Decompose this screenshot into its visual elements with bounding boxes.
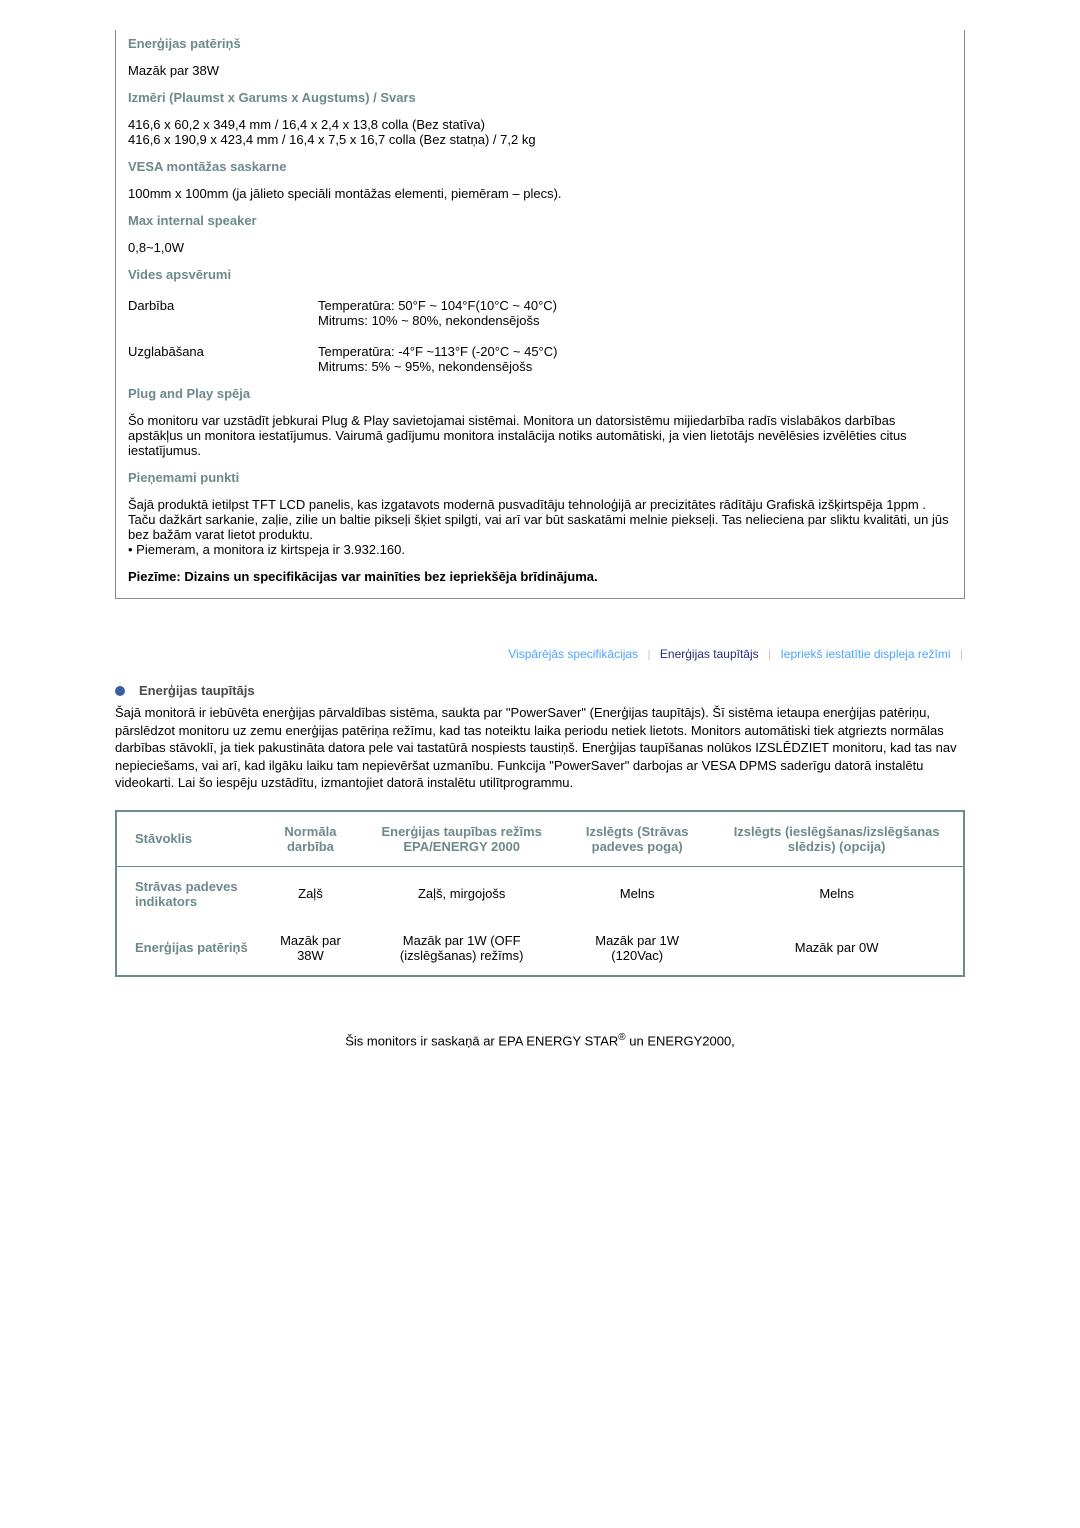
tab-separator: | xyxy=(958,647,965,661)
th-off-switch: Izslēgts (ieslēgšanas/izslēgšanas slēdzi… xyxy=(710,811,964,867)
registered-icon: ® xyxy=(618,1032,625,1043)
row-indicator-off2: Melns xyxy=(710,866,964,921)
th-eco: Enerģijas taupības režīms EPA/ENERGY 200… xyxy=(359,811,564,867)
env-st-label: Uzglabāšana xyxy=(128,344,318,374)
dim-line1: 416,6 x 60,2 x 349,4 mm / 16,4 x 2,4 x 1… xyxy=(128,117,952,132)
states-table: Stāvoklis Normāla darbība Enerģijas taup… xyxy=(115,810,965,977)
tab-general-specs[interactable]: Vispārējās specifikācijas xyxy=(504,647,642,661)
saver-paragraph: Šajā monitorā ir iebūvēta enerģijas pārv… xyxy=(115,704,965,792)
bullet-icon xyxy=(115,686,125,696)
env-op-values: Temperatūra: 50°F ~ 104°F(10°C ~ 40°C) M… xyxy=(318,298,952,328)
env-st-values: Temperatūra: -4°F ~113°F (-20°C ~ 45°C) … xyxy=(318,344,952,374)
tabs: Vispārējās specifikācijas | Enerģijas ta… xyxy=(115,647,965,661)
tab-separator: | xyxy=(766,647,773,661)
energy-star-pre: Šis monitors ir saskaņā ar EPA ENERGY ST… xyxy=(345,1033,618,1048)
row-indicator-off1: Melns xyxy=(564,866,710,921)
th-state: Stāvoklis xyxy=(116,811,261,867)
env-op-line1: Temperatūra: 50°F ~ 104°F(10°C ~ 40°C) xyxy=(318,298,952,313)
row-indicator-normal: Zaļš xyxy=(261,866,359,921)
th-off-button: Izslēgts (Strāvas padeves poga) xyxy=(564,811,710,867)
table-header-row: Stāvoklis Normāla darbība Enerģijas taup… xyxy=(116,811,964,867)
energy-star-post: un ENERGY2000, xyxy=(626,1033,735,1048)
pnp-heading: Plug and Play spēja xyxy=(116,380,964,407)
vesa-value: 100mm x 100mm (ja jālieto speciāli montā… xyxy=(116,180,964,207)
env-operating: Darbība Temperatūra: 50°F ~ 104°F(10°C ~… xyxy=(116,288,964,334)
energy-value: Mazāk par 38W xyxy=(116,57,964,84)
dim-line2: 416,6 x 190,9 x 423,4 mm / 16,4 x 7,5 x … xyxy=(128,132,952,147)
vesa-heading: VESA montāžas saskarne xyxy=(116,153,964,180)
env-st-line1: Temperatūra: -4°F ~113°F (-20°C ~ 45°C) xyxy=(318,344,952,359)
env-heading: Vides apsvērumi xyxy=(116,261,964,288)
design-note: Piezīme: Dizains un specifikācijas var m… xyxy=(116,563,964,590)
table-row: Strāvas padeves indikators Zaļš Zaļš, mi… xyxy=(116,866,964,921)
row-indicator-label: Strāvas padeves indikators xyxy=(116,866,261,921)
dots-para: Šajā produktā ietilpst TFT LCD panelis, … xyxy=(128,497,949,542)
saver-heading: Enerģijas taupītājs xyxy=(139,683,255,698)
energy-star-line: Šis monitors ir saskaņā ar EPA ENERGY ST… xyxy=(115,1032,965,1048)
dots-text: Šajā produktā ietilpst TFT LCD panelis, … xyxy=(116,491,964,563)
energy-heading: Enerģijas patēriņš xyxy=(116,30,964,57)
speaker-value: 0,8~1,0W xyxy=(116,234,964,261)
spec-box: Enerģijas patēriņš Mazāk par 38W Izmēri … xyxy=(115,30,965,599)
dimensions-heading: Izmēri (Plaumst x Garums x Augstums) / S… xyxy=(116,84,964,111)
row-power-normal: Mazāk par 38W xyxy=(261,921,359,976)
env-st-line2: Mitrums: 5% ~ 95%, nekondensējošs xyxy=(318,359,952,374)
speaker-heading: Max internal speaker xyxy=(116,207,964,234)
row-indicator-eco: Zaļš, mirgojošs xyxy=(359,866,564,921)
tab-power-saver[interactable]: Enerģijas taupītājs xyxy=(656,647,763,661)
row-power-off2: Mazāk par 0W xyxy=(710,921,964,976)
dimensions-value: 416,6 x 60,2 x 349,4 mm / 16,4 x 2,4 x 1… xyxy=(116,111,964,153)
tab-preset-modes[interactable]: Iepriekš iestatītie displeja režīmi xyxy=(776,647,954,661)
row-power-label: Enerģijas patēriņš xyxy=(116,921,261,976)
row-power-eco: Mazāk par 1W (OFF (izslēgšanas) režīms) xyxy=(359,921,564,976)
env-op-line2: Mitrums: 10% ~ 80%, nekondensējošs xyxy=(318,313,952,328)
dots-heading: Pieņemami punkti xyxy=(116,464,964,491)
pnp-text: Šo monitoru var uzstādīt jebkurai Plug &… xyxy=(116,407,964,464)
th-normal: Normāla darbība xyxy=(261,811,359,867)
table-row: Enerģijas patēriņš Mazāk par 38W Mazāk p… xyxy=(116,921,964,976)
env-storage: Uzglabāšana Temperatūra: -4°F ~113°F (-2… xyxy=(116,334,964,380)
env-op-label: Darbība xyxy=(128,298,318,328)
tab-separator: | xyxy=(645,647,652,661)
row-power-off1: Mazāk par 1W (120Vac) xyxy=(564,921,710,976)
dots-example: • Piemeram, a monitora iz kirtspeja ir 3… xyxy=(128,542,405,557)
saver-heading-row: Enerģijas taupītājs xyxy=(115,683,965,698)
